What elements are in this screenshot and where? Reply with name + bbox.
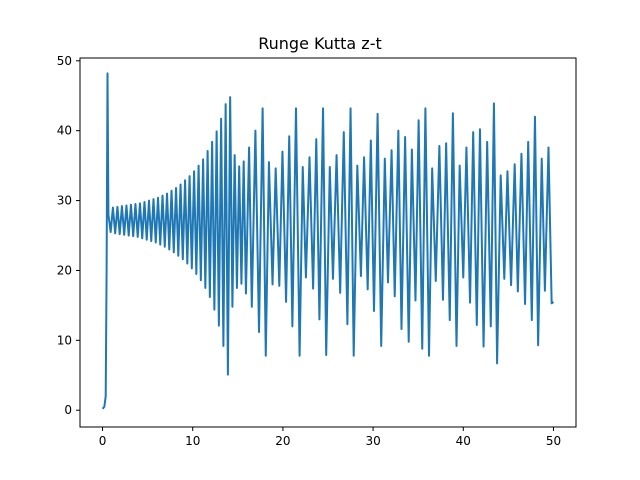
y-tick-label: 0 xyxy=(64,403,72,417)
x-tick-label: 20 xyxy=(275,434,290,448)
x-tick-label: 50 xyxy=(546,434,561,448)
series-line xyxy=(101,72,555,410)
y-tick-label: 20 xyxy=(57,263,72,277)
x-tick-label: 0 xyxy=(99,434,107,448)
x-axis: 0 10 20 30 40 50 xyxy=(99,427,561,448)
y-tick-label: 40 xyxy=(57,124,72,138)
y-tick-label: 50 xyxy=(57,54,72,68)
x-tick-label: 10 xyxy=(185,434,200,448)
x-tick-label: 40 xyxy=(456,434,471,448)
y-axis: 0 10 20 30 40 50 xyxy=(57,54,80,417)
chart-title: Runge Kutta z-t xyxy=(258,34,381,53)
axes-frame xyxy=(79,57,577,428)
x-tick-label: 30 xyxy=(365,434,380,448)
y-tick-label: 30 xyxy=(57,194,72,208)
y-tick-label: 10 xyxy=(57,333,72,347)
plot-area xyxy=(101,72,555,410)
